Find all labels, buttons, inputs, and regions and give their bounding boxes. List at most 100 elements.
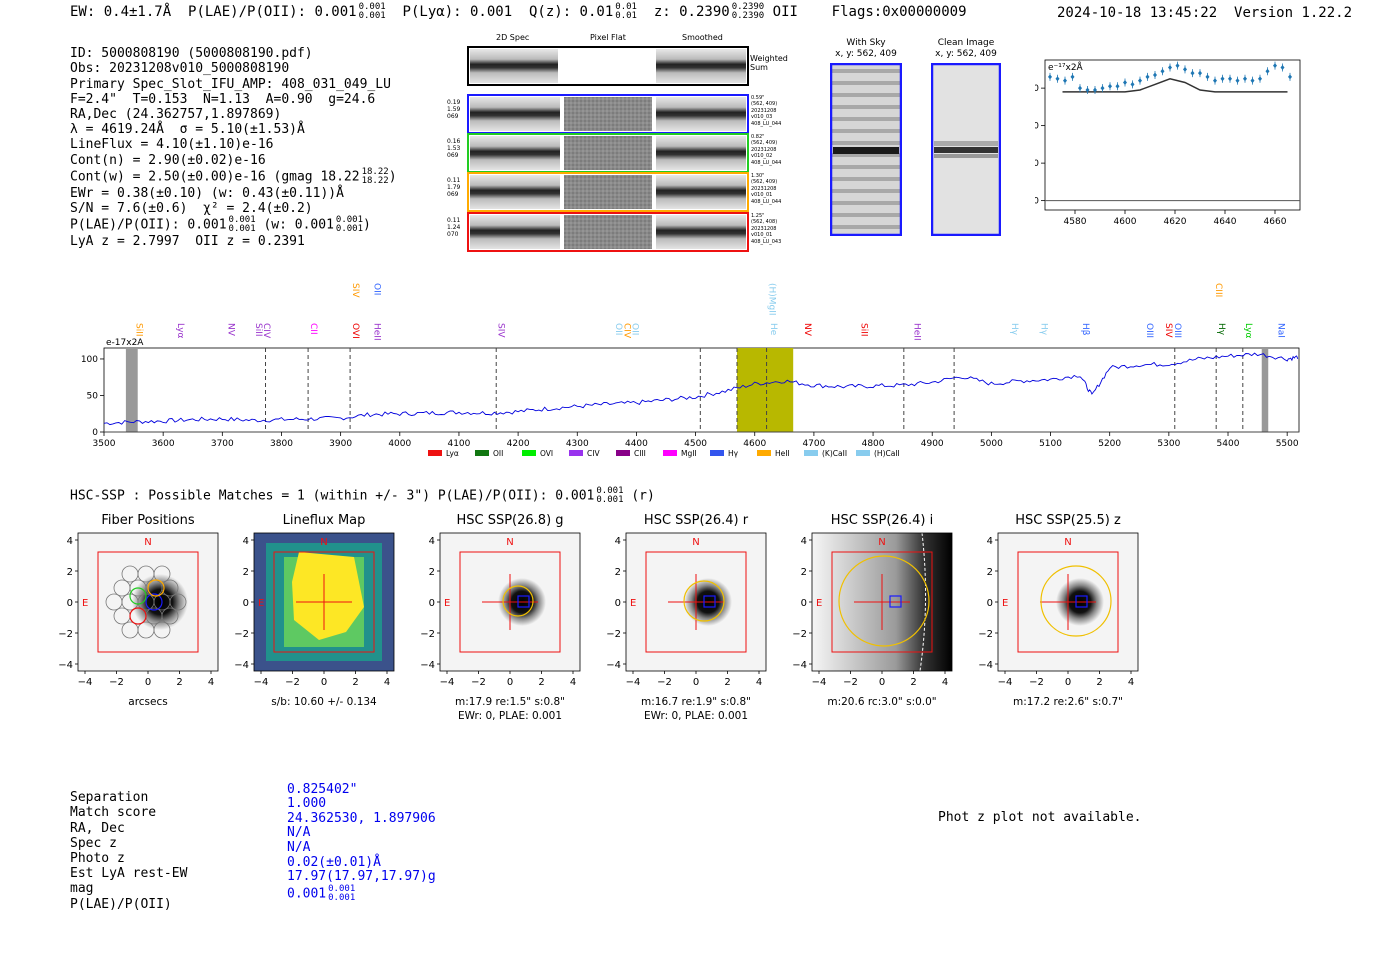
aperture-circle (502, 585, 534, 617)
fiber-circle-2 (129, 587, 147, 605)
zoom-data-point (1108, 82, 1112, 91)
xtick-label: −2 (843, 677, 858, 688)
match-labels: Separation Match score RA, Dec Spec z Photo … (70, 775, 187, 927)
spectral-line-label: Hβ (1080, 323, 1090, 336)
ytick-label: −2 (420, 629, 435, 640)
legend-swatch (428, 450, 442, 456)
spectrum-xtick-label: 4400 (625, 439, 648, 449)
zoom-data-point (1048, 72, 1052, 81)
zoom-data-point (1235, 76, 1240, 85)
ytick-label: 4 (615, 536, 621, 547)
catalog-match-box (517, 595, 530, 608)
spectral-line-label: SIV (350, 283, 360, 298)
match-label: Spec z (70, 835, 117, 851)
zoom-data-point (1175, 61, 1180, 70)
legend-swatch (569, 450, 583, 456)
header-z-line: OII (772, 4, 798, 20)
spectral-line-label: Lyα (175, 323, 185, 339)
spectrum-xtick-label: 5500 (1276, 439, 1299, 449)
xtick-label: −4 (812, 677, 827, 688)
ytick-label: 2 (987, 567, 993, 578)
header-plae-frac: 0.001 0.001 (358, 2, 386, 21)
zoom-data-point (1093, 86, 1097, 94)
header-right: 2024-10-18 13:45:22 Version 1.22.2 (1057, 5, 1352, 21)
spectrum-xtick-label: 3900 (329, 439, 352, 449)
fiber-circle (169, 593, 187, 611)
spectrum-xtick-label: 3600 (152, 439, 175, 449)
xtick-label: 2 (1096, 677, 1102, 688)
match-label: P(LAE)/P(OII) (70, 896, 172, 912)
spectral-line-label: CIV (622, 323, 632, 339)
hsc-panel-lineflux: N E 4 2 0 −2 −4 −4 −2 0 2 4 (234, 532, 395, 688)
match-label: Match score (70, 805, 157, 821)
ytick-label: 4 (801, 536, 807, 547)
xtick-label: 4 (1128, 677, 1134, 688)
ytick-label: 0 (243, 598, 249, 609)
legend-swatch (856, 450, 870, 456)
hsc-panel-caption: m:17.2 re:2.6" s:0.7" (1013, 696, 1123, 708)
hsc-summary: HSC-SSP : Possible Matches = 1 (within +… (70, 486, 655, 505)
zoom-data-point (1123, 78, 1127, 87)
xtick-label: −2 (657, 677, 672, 688)
ytick-label: 0 (801, 598, 807, 609)
ytick-label: 4 (429, 536, 435, 547)
east-label: E (258, 598, 264, 609)
hsc-panel-caption: s/b: 10.60 +/- 0.134 (271, 696, 377, 708)
zoom-data-point (1258, 74, 1262, 83)
catalog-match-box (1075, 595, 1088, 608)
north-label: N (692, 537, 699, 548)
ytick-label: −4 (58, 660, 73, 671)
fiber-circle-primary (145, 593, 163, 611)
match-value: 0.02(±0.01)Å (287, 854, 381, 870)
ytick-label: 0 (615, 598, 621, 609)
spectral-line-label: Hγ (1216, 323, 1226, 336)
header-datetime: 2024-10-18 13:45:22 (1057, 5, 1218, 21)
spectrum-line (103, 352, 1299, 426)
zoom-data-point (1198, 69, 1202, 78)
spectrum-legend: Lyα OII OVI CIV CIII MgII Hγ HeII (K)CaII (H)CaII (428, 449, 900, 458)
info-line: ID: 5000808190 (5000808190.pdf) (70, 46, 313, 62)
stamp-row-right: 0.59" (562, 409) 20231208 v010_03 408_LU_044 (751, 95, 782, 127)
spectral-line-label: OIII (1172, 323, 1182, 338)
weighted-sum-smooth (656, 49, 746, 83)
zoom-data-point (1190, 69, 1195, 78)
with-sky-image (830, 63, 902, 236)
spectral-line-label: SiII (253, 323, 263, 337)
fiber-circle (121, 565, 139, 583)
ytick-label: 2 (801, 567, 807, 578)
ytick-label: 0 (67, 598, 73, 609)
search-box (97, 551, 199, 653)
legend-label: (K)CaII (822, 449, 847, 458)
zoom-data-point (1130, 80, 1135, 89)
zoom-data-point (1273, 61, 1277, 70)
match-label: Photo z (70, 851, 125, 867)
legend-label: HeII (775, 449, 790, 458)
info-line: S/N = 7.6(±0.6) χ² = 2.4(±0.2) (70, 201, 313, 217)
spectral-line-label: OIII (1144, 323, 1154, 338)
spectral-line-label: He (768, 323, 778, 336)
zoom-ytick-label: 40 (1035, 122, 1039, 132)
east-label: E (630, 598, 636, 609)
zoom-data-point (1220, 74, 1225, 83)
stamp-row-3 (467, 172, 749, 212)
fiber-circle (161, 579, 179, 597)
spectrum-xtick-label: 3800 (270, 439, 293, 449)
zoom-data-point (1078, 84, 1082, 93)
spectrum-xtick-label: 4500 (684, 439, 707, 449)
xtick-label: 4 (208, 677, 214, 688)
info-line: EWr = 0.38(±0.10) (w: 0.43(±0.11))Å (70, 185, 344, 201)
spectrum-ytick-label: 0 (92, 428, 98, 438)
spectrum-xtick-label: 5000 (980, 439, 1003, 449)
zoom-xtick-label: 4600 (1114, 217, 1137, 227)
spectrum-xtick-label: 4800 (862, 439, 885, 449)
spectrum-xtick-label: 4900 (921, 439, 944, 449)
legend-swatch (804, 450, 818, 456)
north-label: N (506, 537, 513, 548)
zoom-data-point (1205, 72, 1210, 81)
spectral-line-label: OII (629, 323, 639, 335)
legend-label: Lyα (446, 449, 459, 458)
zoom-data-point (1183, 65, 1187, 74)
photz-message: Phot z plot not available. (938, 810, 1142, 825)
hsc-panel-caption: m:16.7 re:1.9" s:0.8" (641, 696, 751, 708)
